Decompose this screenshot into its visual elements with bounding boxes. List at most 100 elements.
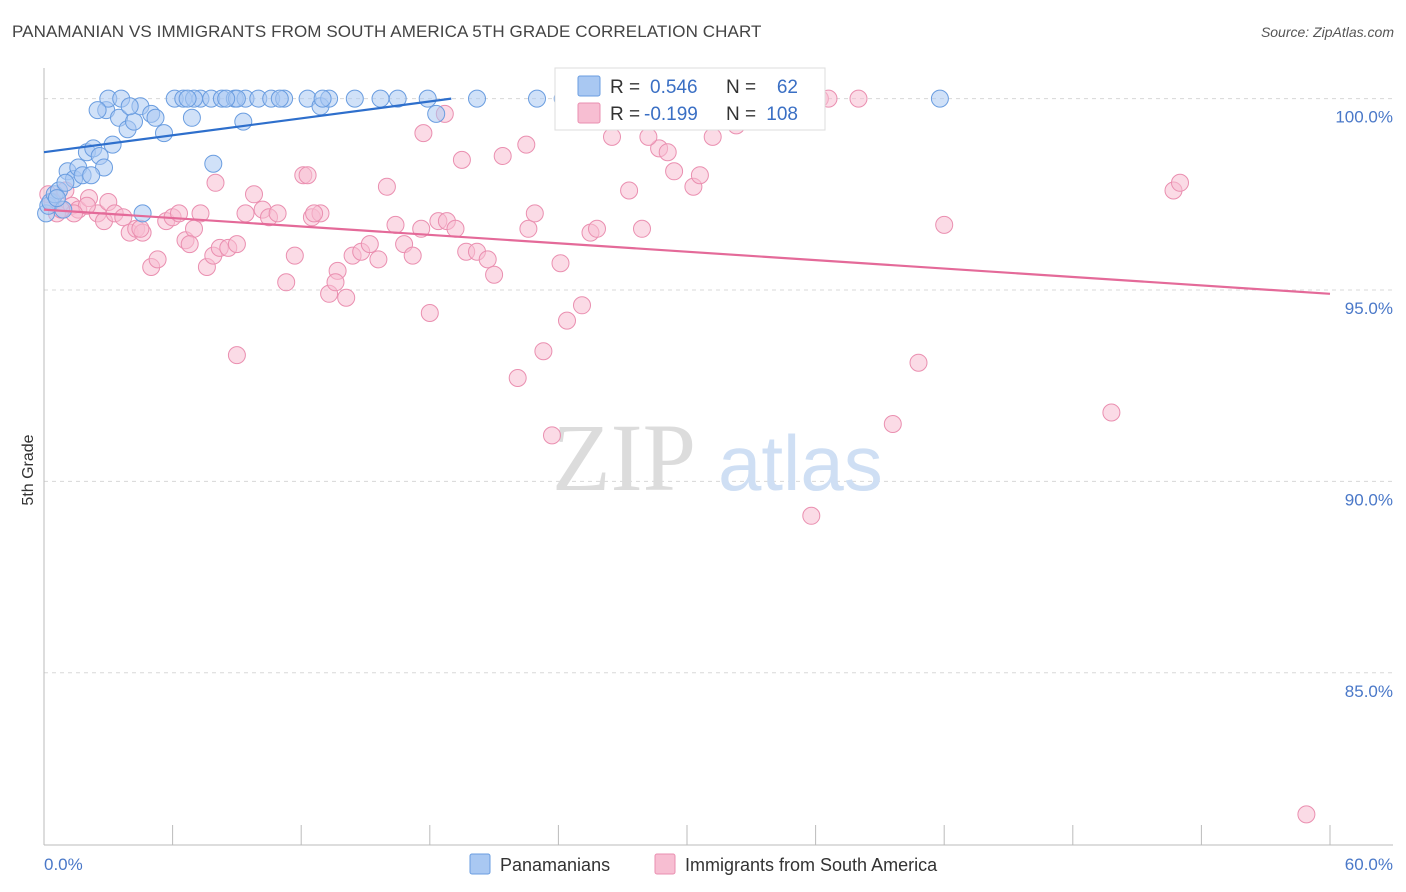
panamanians-point [133,204,152,223]
immigrants-point [543,426,561,445]
y-tick-label: 85.0% [1345,682,1393,701]
panamanians-point [155,124,173,143]
immigrants-point [551,254,570,273]
immigrants-point [633,219,651,238]
stats-legend: R = 0.546 N = 62 R = -0.199 N = 108 [554,67,826,131]
immigrants-point [185,219,203,238]
immigrants-point [1102,403,1121,422]
immigrants-point [446,219,465,238]
panamanians-point [125,112,143,131]
immigrants-point [131,219,150,238]
immigrants-point [377,177,396,196]
stats-r-value-0: 0.546 [650,77,698,98]
panamanians-point [427,104,446,123]
immigrants-point [227,346,246,365]
immigrants-point [298,166,317,185]
panamanians-trend-line [43,97,452,154]
immigrants-point [603,127,621,146]
panamanians-point [313,89,332,108]
chart-title: PANAMANIAN VS IMMIGRANTS FROM SOUTH AMER… [12,22,762,41]
panamanians-point [388,89,407,108]
panamanians-point [217,89,236,108]
series-panamanians-points [37,89,949,223]
immigrants-point [386,215,405,234]
immigrants-point [690,166,709,185]
immigrants-point [802,506,821,525]
panamanians-point [182,108,201,127]
panamanians-point [345,89,364,108]
immigrants-point [1171,173,1189,192]
immigrants-point [245,185,263,204]
x-tick-label-max: 60.0% [1345,855,1393,874]
immigrants-point [517,135,536,154]
watermark-atlas: atlas [718,419,883,507]
grid-lines [44,98,1393,674]
stats-n-label-0: N = [726,77,756,98]
panamanians-point [178,89,197,108]
stats-r-value-1: -0.199 [644,104,698,125]
immigrants-point [420,304,439,322]
panamanians-point [468,89,486,108]
stats-legend-swatch-panamanians [577,75,601,97]
immigrants-point [485,265,504,284]
y-tick-label: 95.0% [1345,299,1393,318]
immigrants-point [114,208,133,227]
immigrants-point [493,147,512,165]
panamanians-point [82,166,101,185]
y-tick-labels: 100.0% 95.0% 90.0% 85.0% [1335,108,1393,701]
immigrants-point [227,235,246,254]
immigrants-point [909,353,928,372]
immigrants-point [206,173,225,192]
immigrants-point [519,219,538,238]
immigrants-point [414,124,433,143]
watermark-zip: ZIP [552,404,696,511]
trend-lines [43,97,1331,295]
y-axis-label: 5th Grade [20,434,37,505]
watermark: ZIP atlas [552,404,883,511]
immigrants-point [305,204,324,223]
immigrants-point [360,235,379,254]
immigrants-point [935,215,954,234]
stats-r-label-0: R = [610,77,640,98]
immigrants-point [508,369,527,387]
immigrants-point [403,246,422,265]
immigrants-point [558,311,576,330]
immigrants-point [236,204,255,223]
panamanians-point [204,154,223,173]
stats-r-label-1: R = [610,104,640,125]
immigrants-point [665,162,684,181]
immigrants-point [180,235,199,254]
panamanians-point [528,89,546,108]
panamanians-point [120,97,139,116]
stats-legend-swatch-immigrants [577,102,601,124]
immigrants-point [337,288,356,307]
immigrants-point [573,296,591,315]
immigrants-point [326,273,345,292]
panamanians-point [930,89,949,108]
legend-label-panamanians: Panamanians [500,855,610,875]
x-tick-labels: 0.0% 60.0% [44,855,1393,874]
legend-swatch-panamanians [469,853,491,875]
panamanians-point [371,89,390,108]
immigrants-point [148,250,167,269]
immigrants-trend-line [43,208,1331,295]
immigrants-point [525,204,544,223]
panamanians-point [146,108,165,127]
immigrants-point [703,127,722,146]
y-tick-label: 100.0% [1335,108,1393,127]
panamanians-point [270,89,289,108]
immigrants-point [883,415,902,433]
stats-n-value-1: 108 [766,104,798,125]
panamanians-point [56,173,75,192]
source-label: Source: ZipAtlas.com [1260,24,1394,40]
immigrants-point [191,204,210,223]
immigrants-point [534,342,553,361]
panamanians-point [88,101,107,120]
stats-n-value-0: 62 [777,77,798,98]
x-tick-label-min: 0.0% [44,855,83,874]
immigrants-point [620,181,639,200]
immigrants-point [639,127,658,146]
immigrants-point [285,246,304,265]
immigrants-point [1297,805,1316,824]
